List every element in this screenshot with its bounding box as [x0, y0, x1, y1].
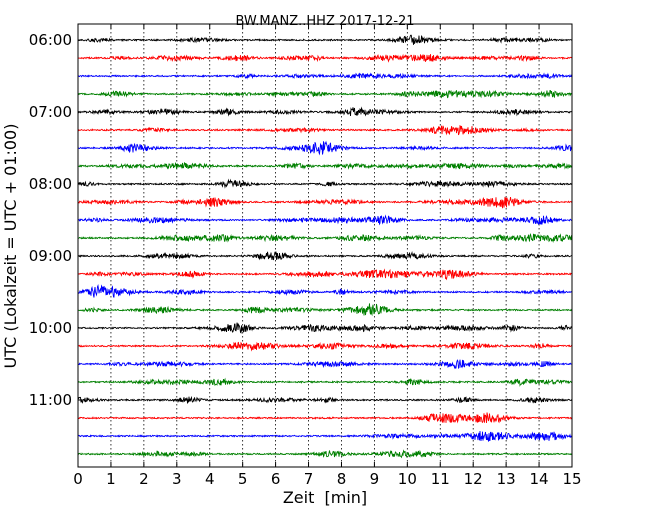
- x-axis-label: Zeit [min]: [283, 488, 367, 507]
- trace-0600: [77, 34, 573, 45]
- x-tick-label-1: 1: [106, 470, 116, 488]
- x-tick-label-7: 7: [304, 470, 314, 488]
- y-tick-label-1100: 11:00: [29, 391, 72, 409]
- x-tick-label-10: 10: [398, 470, 417, 488]
- trace-1115: [77, 412, 573, 424]
- x-tick-label-5: 5: [238, 470, 248, 488]
- y-axis-ticks: 06:00 07:00 08:00 09:00 10:00 11:00: [29, 31, 83, 409]
- y-tick-label-0800: 08:00: [29, 175, 72, 193]
- trace-0815: [77, 196, 573, 209]
- trace-0715: [77, 124, 573, 136]
- x-tick-label-8: 8: [337, 470, 347, 488]
- x-tick-label-2: 2: [139, 470, 149, 488]
- x-tick-label-0: 0: [73, 470, 83, 488]
- x-tick-label-12: 12: [464, 470, 483, 488]
- trace-0845: [77, 233, 573, 244]
- trace-0945: [77, 303, 573, 317]
- y-tick-label-0900: 09:00: [29, 247, 72, 265]
- trace-1130: [77, 430, 573, 442]
- trace-0700: [77, 106, 572, 117]
- y-axis-label: UTC (Lokalzeit = UTC + 01:00): [1, 124, 20, 369]
- seismic-traces: [77, 34, 573, 459]
- trace-0915: [77, 268, 573, 281]
- trace-0645: [77, 89, 573, 99]
- x-tick-label-15: 15: [562, 470, 581, 488]
- chart-title: BW.MANZ..HHZ 2017-12-21: [235, 14, 414, 29]
- trace-1145: [77, 449, 573, 459]
- trace-0800: [77, 178, 573, 189]
- trace-0615: [77, 53, 573, 63]
- x-tick-label-3: 3: [172, 470, 182, 488]
- trace-1045: [77, 377, 573, 387]
- x-tick-label-11: 11: [431, 470, 450, 488]
- trace-0730: [77, 140, 573, 156]
- trace-0745: [77, 161, 573, 170]
- trace-1100: [77, 395, 573, 404]
- x-tick-label-4: 4: [205, 470, 215, 488]
- x-tick-label-13: 13: [497, 470, 516, 488]
- trace-1030: [77, 359, 573, 370]
- trace-0930: [77, 284, 573, 298]
- y-tick-label-0600: 06:00: [29, 31, 72, 49]
- trace-1015: [77, 341, 573, 352]
- x-tick-label-14: 14: [530, 470, 549, 488]
- trace-0630: [77, 72, 573, 80]
- x-tick-label-9: 9: [370, 470, 380, 488]
- y-tick-label-0700: 07:00: [29, 103, 72, 121]
- trace-0830: [77, 214, 573, 226]
- plot-frame: [77, 23, 573, 468]
- x-tick-label-6: 6: [271, 470, 281, 488]
- grid-lines: [110, 24, 540, 467]
- y-tick-label-1000: 10:00: [29, 319, 72, 337]
- trace-0900: [77, 251, 572, 261]
- x-axis-ticks: 0 1 2 3 4 5 6 7 8 9 10 11 12 13 14 15: [73, 24, 582, 488]
- trace-1000: [77, 322, 573, 334]
